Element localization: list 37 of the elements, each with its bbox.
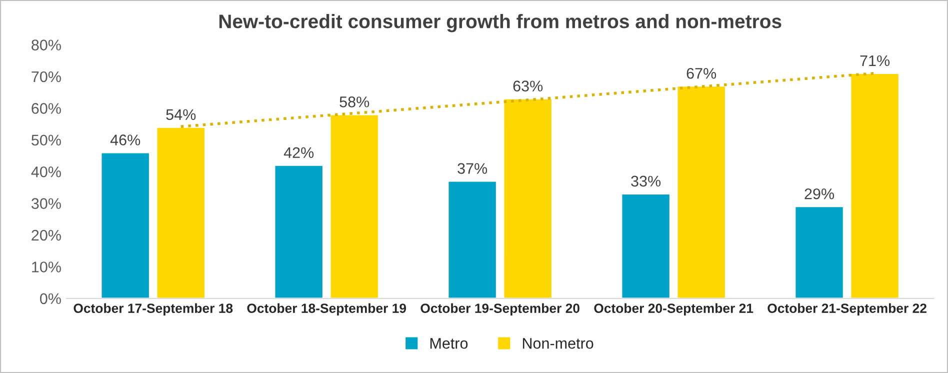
x-tick-label: October 17-September 18 (74, 303, 233, 316)
bar (620, 193, 671, 298)
bar (676, 85, 726, 298)
y-tick-label: 20% (32, 230, 61, 241)
y-tick-label: 40% (31, 166, 61, 178)
legend-label: Metro (430, 338, 468, 349)
x-tick-label: October 20-September 21 (594, 303, 754, 316)
y-tick-label: 0% (40, 293, 61, 304)
data-label: 37% (458, 163, 488, 174)
data-label: 63% (513, 80, 543, 92)
y-tick-label: 60% (32, 103, 61, 114)
x-tick-label: October 19-September 20 (420, 303, 580, 316)
y-tick-label: 50% (32, 134, 61, 146)
data-label: 71% (860, 55, 890, 66)
y-tick-label: 30% (32, 198, 61, 209)
y-tick-label: 80% (32, 40, 61, 50)
data-label: 54% (166, 109, 196, 120)
data-label: 67% (686, 68, 716, 79)
chart-title: New-to-credit consumer growth from metros and non-metros (219, 14, 782, 32)
data-label: 46% (110, 134, 140, 146)
bar (502, 98, 553, 298)
data-label: 58% (340, 96, 370, 108)
data-label: 33% (631, 176, 661, 187)
y-tick-label: 70% (32, 71, 61, 82)
legend-label: Non-metro (522, 338, 594, 349)
bar (447, 180, 498, 298)
bar (329, 114, 380, 298)
bar (100, 152, 150, 298)
x-tick-label: October 18-September 19 (247, 303, 406, 316)
bar (274, 164, 324, 298)
y-tick-label: 10% (32, 262, 61, 272)
bar (156, 126, 206, 298)
data-label: 42% (284, 147, 314, 158)
x-tick-label: October 21-September 22 (768, 303, 926, 316)
bar (850, 72, 900, 298)
bar (794, 206, 844, 298)
data-label: 29% (804, 188, 834, 200)
